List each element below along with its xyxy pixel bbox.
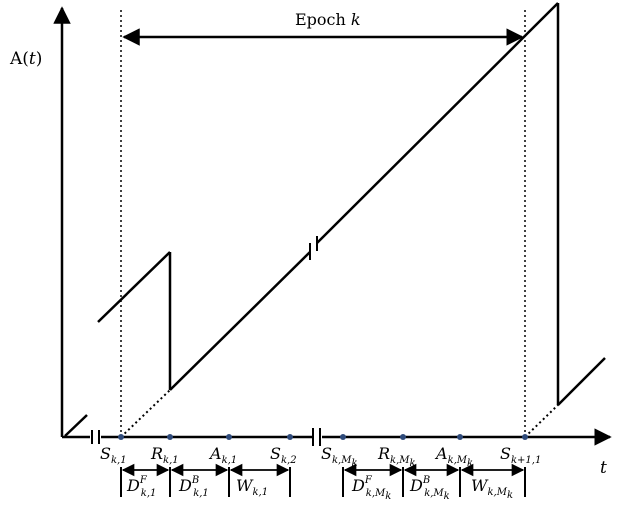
point-s-k1 (118, 434, 124, 440)
dotted-extension (120, 389, 171, 438)
age-segment (169, 251, 311, 391)
point-a-kmk (457, 434, 463, 440)
interval-label: DB k,1 (178, 475, 209, 499)
point-label: Sk,Mk (321, 444, 358, 469)
dotted-extension (524, 404, 559, 438)
interval-label: DB k,Mk (409, 475, 450, 502)
interval-label: DF k,Mk (351, 475, 391, 502)
age-segment (316, 2, 559, 244)
point-label: Ak,Mk (434, 444, 473, 469)
point-s-k1-next (522, 434, 528, 440)
point-label: Sk+1,1 (500, 444, 541, 466)
point-label: Sk,1 (100, 444, 127, 466)
interval-label: Wk,1 (236, 476, 268, 498)
point-label: Rk,Mk (377, 444, 416, 469)
age-segment (64, 414, 88, 437)
point-s-k2 (287, 434, 293, 440)
x-axis-label: t (600, 458, 607, 478)
point-label: Ak,1 (208, 444, 237, 466)
y-axis-label: A(t) (9, 49, 42, 69)
age-segment (97, 251, 171, 323)
point-label: Rk,1 (150, 444, 179, 466)
point-s-kmk (340, 434, 346, 440)
point-r-kmk (400, 434, 406, 440)
age-segment (557, 357, 606, 406)
point-label: Sk,2 (270, 444, 297, 466)
interval-label: DF k,1 (126, 475, 156, 499)
point-a-k1 (226, 434, 232, 440)
point-r-k1 (167, 434, 173, 440)
interval-label: Wk,Mk (471, 476, 513, 501)
epoch-label: Epoch k (295, 10, 361, 29)
